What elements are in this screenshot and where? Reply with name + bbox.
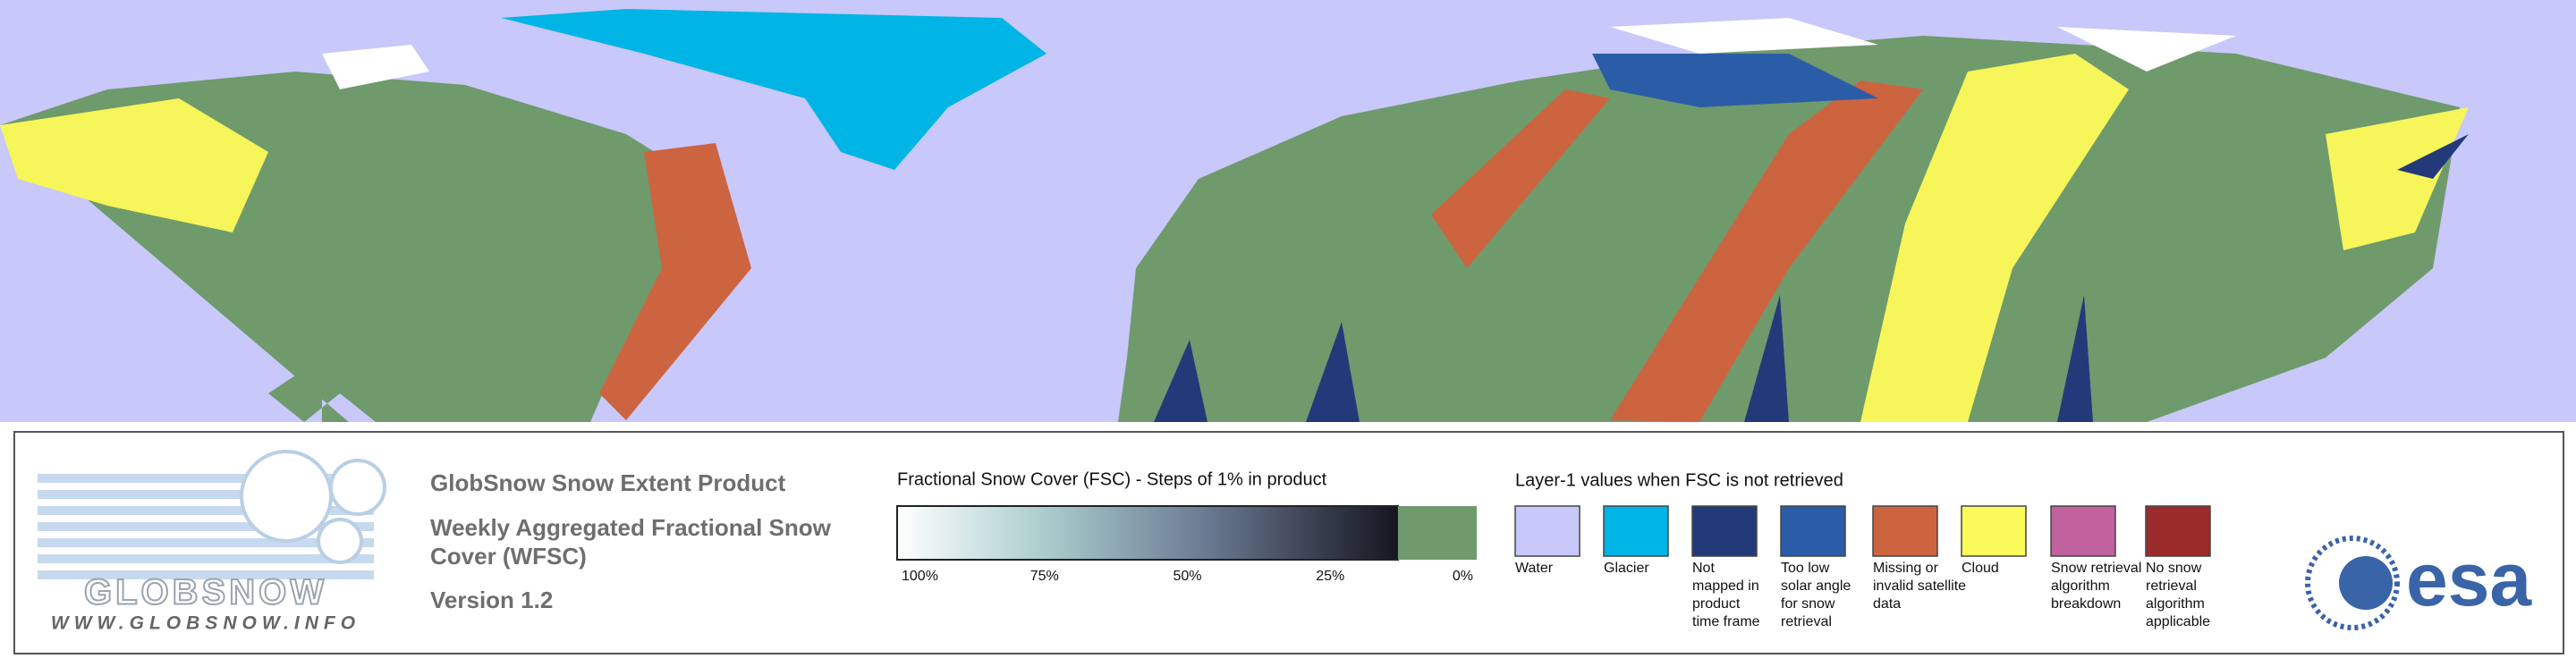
product-name: Cover (WFSC) xyxy=(430,543,587,570)
fsc-label: 25% xyxy=(1316,569,1344,584)
layer1-label: No snow xyxy=(2146,561,2202,576)
product-name: Weekly Aggregated Fractional Snow xyxy=(430,514,832,541)
layer1-swatch xyxy=(1603,505,1669,557)
fsc-title: Fractional Snow Cover (FSC) - Steps of 1… xyxy=(897,469,1327,489)
layer1-swatch xyxy=(1514,505,1580,557)
layer1-label: breakdown xyxy=(2051,596,2121,612)
layer1-label: applicable xyxy=(2146,614,2210,629)
layer1-swatch xyxy=(2145,505,2211,557)
esa-wordmark: esa xyxy=(2406,537,2532,621)
layer1-swatch xyxy=(2050,505,2116,557)
version: Version 1.2 xyxy=(430,587,553,613)
globsnow-logo: GLOBSNOW WWW.GLOBSNOW.INFO xyxy=(38,450,386,634)
layer1-label: Water xyxy=(1515,561,1554,576)
layer1-label: solar angle xyxy=(1781,578,1851,594)
fsc-label: 50% xyxy=(1173,569,1201,584)
logo-url: WWW.GLOBSNOW.INFO xyxy=(51,613,360,634)
layer1-label: data xyxy=(1873,596,1901,612)
layer1-label: Missing or xyxy=(1873,561,1939,576)
product-title: GlobSnow Snow Extent Product xyxy=(430,469,786,496)
layer1-label: retrieval xyxy=(1781,614,1832,629)
logo-wordmark: GLOBSNOW xyxy=(84,573,327,612)
layer1-label: Snow retrieval xyxy=(2051,561,2141,576)
layer1-label: Not xyxy=(1692,561,1715,576)
layer1-label: Glacier xyxy=(1604,561,1649,576)
esa-logo: esa xyxy=(2305,536,2532,630)
layer1-swatch xyxy=(1872,505,1938,557)
layer1-label: product xyxy=(1692,596,1741,612)
fsc-label: 75% xyxy=(1030,569,1059,584)
layer1-label: Cloud xyxy=(1962,561,1999,576)
layer1-swatch xyxy=(1961,505,2027,557)
layer1-label: time frame xyxy=(1692,614,1760,629)
layer1-label: Too low xyxy=(1781,561,1830,576)
layer1-title: Layer-1 values when FSC is not retrieved xyxy=(1515,470,1843,490)
layer1-label: algorithm xyxy=(2051,578,2110,594)
layer1-label: mapped in xyxy=(1692,578,1759,594)
layer1-label: algorithm xyxy=(2146,596,2205,612)
fsc-label: 100% xyxy=(902,569,938,584)
fsc-zero xyxy=(1398,506,1477,560)
fsc-gradient xyxy=(896,505,1399,561)
map xyxy=(0,0,2576,422)
layer1-label: retrieval xyxy=(2146,578,2197,594)
fsc-label: 0% xyxy=(1453,569,1473,584)
layer1-swatch xyxy=(1691,505,1758,557)
layer1-label: for snow xyxy=(1781,596,1835,612)
layer1-swatch xyxy=(1780,505,1846,557)
layer1-label: invalid satellite xyxy=(1873,578,1966,594)
